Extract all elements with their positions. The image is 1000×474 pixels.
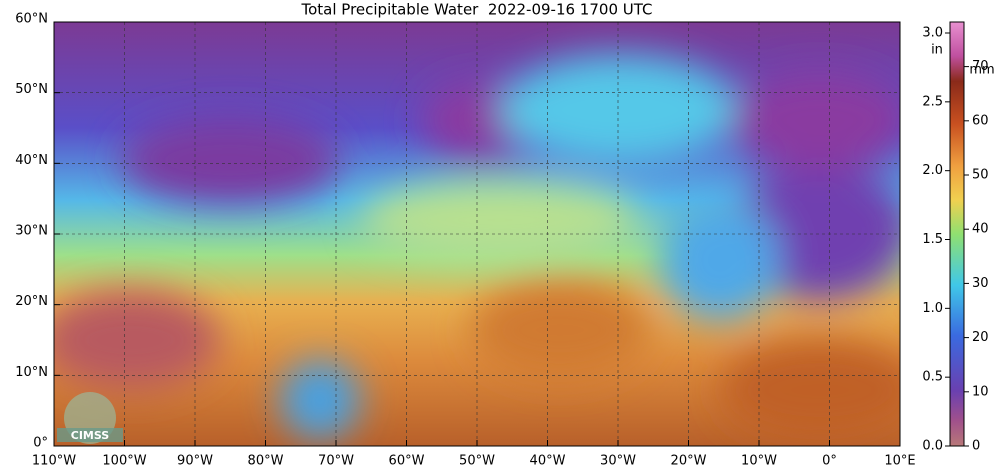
lon-label: 90°W: [177, 454, 213, 469]
colorbar-mm-label: 10: [972, 384, 989, 399]
lon-label: 100°W: [102, 454, 146, 469]
colorbar-mm-label: 70: [972, 59, 989, 74]
lon-label: 50°W: [459, 454, 495, 469]
lon-label: 110°W: [32, 454, 76, 469]
title: Total Precipitable Water 2022-09-16 1700…: [300, 1, 652, 19]
lon-label: 30°W: [600, 454, 636, 469]
logo-text: CIMSS: [71, 429, 110, 442]
mm-unit: mm: [969, 63, 994, 78]
colorbar-inch-label: 1.0: [922, 301, 943, 316]
colorbar-mm-label: 0: [972, 439, 980, 454]
logo: CIMSS: [57, 392, 123, 444]
lat-label: 60°N: [15, 12, 48, 27]
lon-label: 80°W: [248, 454, 284, 469]
lat-label: 30°N: [15, 224, 48, 239]
lon-label: 10°W: [741, 454, 777, 469]
colorbar-mm-label: 50: [972, 168, 989, 183]
colorbar-inch-label: 3.0: [922, 26, 943, 41]
colorbar-mm-label: 30: [972, 276, 989, 291]
lon-label: 0°: [822, 454, 837, 469]
lon-label: 10°E: [884, 454, 915, 469]
lon-label: 60°W: [389, 454, 425, 469]
colorbar-inch-label: 2.0: [922, 163, 943, 178]
inch-unit: in: [931, 43, 943, 58]
lat-label: 50°N: [15, 82, 48, 97]
lat-label: 10°N: [15, 365, 48, 380]
lat-label: 0°: [33, 436, 48, 451]
lon-label: 70°W: [318, 454, 354, 469]
lon-label: 40°W: [530, 454, 566, 469]
colorbar: [949, 21, 965, 447]
colorbar-inch-label: 1.5: [922, 232, 943, 247]
lon-label: 20°W: [671, 454, 707, 469]
colorbar-inch-label: 0.0: [922, 439, 943, 454]
colorbar-mm-label: 60: [972, 113, 989, 128]
colorbar-mm-label: 20: [972, 330, 989, 345]
colorbar-inch-label: 0.5: [922, 370, 943, 385]
colorbar-mm-label: 40: [972, 222, 989, 237]
lat-label: 20°N: [15, 294, 48, 309]
colorbar-inch-label: 2.5: [922, 94, 943, 109]
lat-label: 40°N: [15, 153, 48, 168]
